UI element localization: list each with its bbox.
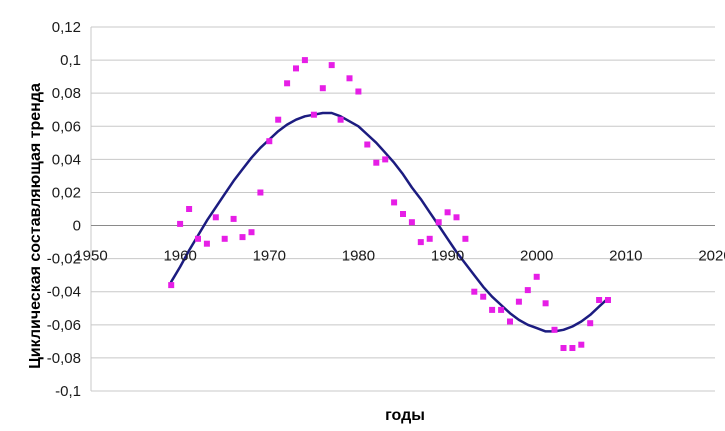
data-point <box>364 141 371 148</box>
trend-line <box>169 111 610 333</box>
data-point <box>596 297 603 303</box>
data-point <box>266 138 273 145</box>
data-point <box>560 345 567 351</box>
data-point <box>257 189 264 196</box>
data-point <box>426 235 433 242</box>
y-tick-label: 0,04 <box>52 151 81 168</box>
data-point <box>391 199 398 206</box>
y-tick-label: -0,06 <box>47 317 81 334</box>
data-point <box>515 298 522 305</box>
data-point <box>203 240 210 247</box>
data-point <box>248 229 255 236</box>
y-tick-labels: -0,1 -0,08 -0,06 -0,04 -0,02 0 0,02 0,04 0,06 0,0… <box>47 19 81 400</box>
y-tick-label: -0,1 <box>55 383 81 400</box>
x-tick-label: 2000 <box>520 248 553 265</box>
data-point <box>355 88 362 95</box>
y-tick-label: 0,12 <box>52 19 81 36</box>
data-point <box>444 209 451 216</box>
data-point <box>168 282 175 289</box>
data-point <box>319 85 326 92</box>
x-tick-label: 2010 <box>609 248 642 265</box>
x-tick-label: 1970 <box>253 248 286 265</box>
y-tick-label: 0,1 <box>60 52 81 69</box>
data-point <box>195 235 201 242</box>
x-tick-label: 1950 <box>74 248 107 265</box>
y-tick-label: 0,06 <box>52 118 81 135</box>
data-point <box>284 80 291 87</box>
x-tick-label: 1990 <box>431 248 464 265</box>
x-tick-label: 2020 <box>698 248 725 265</box>
data-point <box>569 345 576 351</box>
scatter-points <box>168 57 611 351</box>
data-point <box>310 111 317 118</box>
trend-curve <box>169 111 610 333</box>
data-point <box>489 306 496 313</box>
data-point <box>417 239 424 246</box>
y-tick-label: 0,02 <box>52 184 81 201</box>
data-point <box>212 214 219 221</box>
y-tick-label: -0,02 <box>47 251 81 268</box>
data-point <box>346 75 353 82</box>
x-tick-label: 1980 <box>342 248 375 265</box>
x-tick-labels: 1950 1960 1970 1980 1990 2000 2010 2020 <box>74 248 725 265</box>
data-point <box>221 235 228 242</box>
data-point <box>498 306 505 313</box>
data-point <box>533 273 540 280</box>
data-point <box>293 65 299 72</box>
data-point <box>453 214 460 221</box>
data-point <box>542 300 549 307</box>
data-point <box>177 220 184 227</box>
data-point <box>337 116 344 123</box>
data-point <box>551 326 558 333</box>
data-point <box>587 320 594 327</box>
data-point <box>524 287 531 294</box>
data-point <box>400 211 406 217</box>
y-tick-label: 0,08 <box>52 85 81 102</box>
data-point <box>462 235 469 242</box>
data-point <box>275 116 282 123</box>
data-point <box>186 206 193 212</box>
gridlines <box>90 26 715 392</box>
data-point <box>239 234 246 241</box>
data-point <box>382 156 389 163</box>
y-tick-label: 0 <box>73 218 81 235</box>
y-tick-label: -0,04 <box>47 284 81 301</box>
data-point <box>480 293 487 300</box>
data-point <box>328 62 335 69</box>
y-tick-label: -0,08 <box>47 350 81 367</box>
data-point <box>578 341 585 348</box>
data-point <box>471 288 478 295</box>
data-point <box>301 57 308 64</box>
data-point <box>507 318 513 325</box>
data-point <box>408 219 415 226</box>
x-tick-label: 1960 <box>163 248 196 265</box>
data-point <box>605 297 611 303</box>
y-axis-title: Циклическая составляющая тренда <box>27 83 44 369</box>
x-axis-title: годы <box>385 407 425 424</box>
data-point <box>373 159 380 166</box>
data-point <box>435 219 442 226</box>
data-point <box>230 215 237 222</box>
